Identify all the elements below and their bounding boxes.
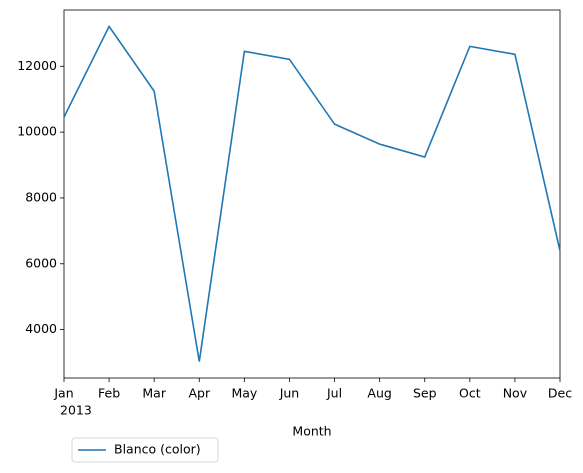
line-series bbox=[63, 24, 561, 362]
legend-label: Blanco (color) bbox=[114, 442, 201, 457]
y-tick-label: 8000 bbox=[25, 189, 57, 204]
x-tick-label: Mar bbox=[142, 386, 166, 401]
y-tick-label: 12000 bbox=[17, 58, 57, 73]
y-tick-label: 10000 bbox=[17, 124, 57, 139]
x-axis-label: Month bbox=[292, 424, 331, 439]
x-tick-label: Jun bbox=[279, 386, 300, 401]
x-tick-label: Oct bbox=[459, 386, 481, 401]
x-tick-label: Jan bbox=[53, 386, 73, 401]
x-tick-label: Dec bbox=[548, 386, 572, 401]
x-tick-label: Jul bbox=[326, 386, 342, 401]
x-tick-label: May bbox=[231, 386, 257, 401]
plot-frame bbox=[63, 9, 561, 379]
x-tick-label: Aug bbox=[367, 386, 391, 401]
y-tick-label: 4000 bbox=[25, 321, 57, 336]
x-year-label: 2013 bbox=[60, 403, 92, 418]
x-tick-label: Sep bbox=[413, 386, 437, 401]
legend-box bbox=[71, 437, 219, 463]
x-tick-label: Feb bbox=[98, 386, 120, 401]
x-tick-label: Nov bbox=[503, 386, 528, 401]
x-tick-label: Apr bbox=[188, 386, 210, 401]
y-tick-label: 6000 bbox=[25, 255, 57, 270]
